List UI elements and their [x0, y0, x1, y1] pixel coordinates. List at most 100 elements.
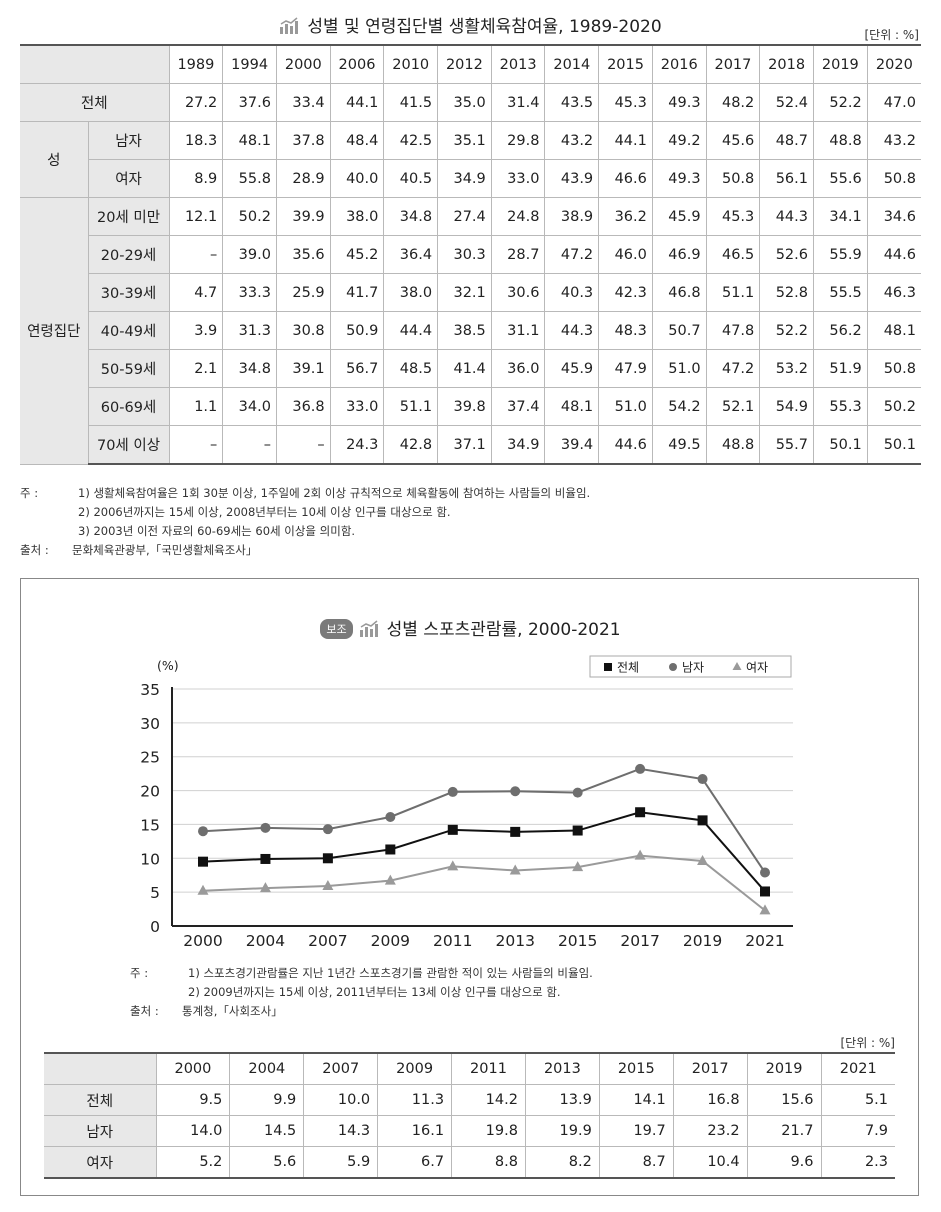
- table-cell: 40.5: [383, 159, 439, 198]
- table-cell: 46.8: [651, 273, 707, 312]
- x-tick-label: 2011: [433, 932, 472, 950]
- note-key: 주 :: [130, 966, 149, 980]
- data-point-square: [447, 824, 458, 835]
- table-cell: 44.1: [598, 121, 653, 160]
- table-cell: –: [275, 425, 331, 465]
- x-tick-label: 2019: [683, 932, 722, 950]
- y-tick-label: 35: [140, 681, 160, 699]
- x-tick-label: 2015: [558, 932, 597, 950]
- year-header: 2015: [598, 44, 653, 84]
- note-text: 3) 2003년 이전 자료의 60-69세는 60세 이상을 의미함.: [78, 524, 356, 538]
- table-cell: 50.9: [329, 311, 385, 350]
- table-cell: 37.6: [222, 83, 277, 122]
- data-point-circle: [447, 786, 458, 797]
- table-cell: 48.1: [222, 121, 277, 160]
- table-cell: 56.2: [812, 311, 868, 350]
- header-row: 1989 1994 2000 2006 2010 2012 2013 2014 2015 2016…: [20, 44, 921, 84]
- table-cell: 42.3: [598, 273, 653, 312]
- table-cell: 24.8: [490, 197, 546, 236]
- data-point-circle: [697, 774, 708, 785]
- table-cell: 40.0: [329, 159, 385, 198]
- x-tick-label: 2007: [308, 932, 347, 950]
- table-cell: 50.2: [866, 387, 921, 426]
- note-line: 3) 2003년 이전 자료의 60-69세는 60세 이상을 의미함.: [20, 522, 590, 541]
- bar-chart-icon: [279, 17, 301, 40]
- series-line-여자: [202, 854, 766, 912]
- table-cell: 55.5: [812, 273, 868, 312]
- table-cell: 9.9: [229, 1084, 305, 1116]
- table-row: 30-39세 4.7 33.3 25.9 41.7 38.0 32.1 30.6 40.3 42.…: [20, 273, 921, 312]
- table-cell: 36.4: [383, 235, 439, 274]
- table-cell: 52.2: [812, 83, 868, 122]
- table-cell: 5.9: [303, 1146, 379, 1179]
- year-header: 2021: [820, 1052, 895, 1085]
- data-point-triangle: [384, 874, 396, 885]
- table-cell: 31.3: [222, 311, 277, 350]
- table-cell: 33.4: [275, 83, 331, 122]
- spectator-table: 2000 2004 2007 2009 2011 2013 2015 2017 2019 2021…: [44, 1052, 895, 1179]
- group-label-sex: 성: [20, 121, 89, 198]
- table-cell: 8.7: [598, 1146, 674, 1179]
- table-cell: 50.8: [705, 159, 761, 198]
- table-row: 50-59세 2.1 34.8 39.1 56.7 48.5 41.4 36.0 45.9 47.…: [20, 349, 921, 388]
- table-cell: 45.6: [705, 121, 761, 160]
- table-cell: 48.1: [866, 311, 921, 350]
- table-cell: 8.2: [524, 1146, 600, 1179]
- table-cell: 16.1: [377, 1115, 453, 1147]
- table-cell: 34.9: [437, 159, 492, 198]
- x-tick-label: 2021: [745, 932, 784, 950]
- table-cell: 46.9: [651, 235, 707, 274]
- table-cell: 41.7: [329, 273, 385, 312]
- table-cell: 36.0: [490, 349, 546, 388]
- data-point-square: [322, 853, 333, 864]
- table-cell: 48.8: [705, 425, 761, 465]
- year-header: 2007: [303, 1052, 379, 1085]
- data-point-circle: [198, 826, 208, 837]
- data-point-circle: [635, 763, 646, 774]
- table-row: 전체 9.5 9.9 10.0 11.3 14.2 13.9 14.1 16.8 15.6 5.1: [44, 1084, 895, 1116]
- table-cell: 48.5: [383, 349, 439, 388]
- table-cell: 44.3: [544, 311, 600, 350]
- table-cell: 48.3: [598, 311, 653, 350]
- chart-title-text: 성별 스포츠관람률, 2000-2021: [386, 620, 621, 640]
- y-tick-label: 10: [140, 850, 160, 868]
- table-cell: 50.8: [866, 159, 921, 198]
- table-cell: 56.1: [759, 159, 814, 198]
- table-cell: 44.6: [866, 235, 921, 274]
- data-point-circle: [760, 867, 770, 878]
- table-cell: 42.8: [383, 425, 439, 465]
- table-cell: 2.1: [168, 349, 224, 388]
- x-tick-label: 2017: [620, 932, 659, 950]
- row-label: 70세 이상: [88, 425, 170, 465]
- table-cell: 15.6: [746, 1084, 822, 1116]
- year-header: 2017: [705, 44, 761, 84]
- table-cell: 52.6: [759, 235, 814, 274]
- table-cell: 7.9: [820, 1115, 895, 1147]
- table-cell: 46.3: [866, 273, 921, 312]
- chart-notes: 주 : 1) 스포츠경기관람률은 지난 1년간 스포츠경기를 관람한 적이 있는 …: [130, 964, 593, 1021]
- table-cell: 51.9: [812, 349, 868, 388]
- table-cell: 41.4: [437, 349, 492, 388]
- table-cell: 10.0: [303, 1084, 379, 1116]
- source-text: 문화체육관광부,「국민생활체육조사」: [72, 543, 258, 557]
- header-corner: [20, 44, 170, 84]
- table-row: 여자 8.9 55.8 28.9 40.0 40.5 34.9 33.0 43.9 46.6 49.…: [20, 159, 921, 198]
- x-tick-label: 2004: [246, 932, 285, 950]
- main-table-unit: [단위 : %]: [864, 28, 919, 42]
- data-point-square: [572, 825, 583, 836]
- year-header: 2014: [544, 44, 600, 84]
- note-key: 주 :: [20, 486, 39, 500]
- note-line: 2) 2006년까지는 15세 이상, 2008년부터는 10세 이상 인구를 …: [20, 503, 590, 522]
- note-line: 주 : 1) 생활체육참여율은 1회 30분 이상, 1주일에 2회 이상 규칙적…: [20, 484, 590, 503]
- row-label: 20세 미만: [87, 197, 170, 236]
- table-cell: 14.1: [598, 1084, 674, 1116]
- year-header: 2019: [746, 1052, 822, 1085]
- table-cell: 50.1: [866, 425, 921, 465]
- table-cell: 34.6: [866, 197, 921, 236]
- table-cell: 30.8: [275, 311, 331, 350]
- table-cell: 36.8: [275, 387, 331, 426]
- table-cell: 27.2: [168, 83, 224, 122]
- table-cell: 29.8: [490, 121, 546, 160]
- data-point-triangle: [447, 860, 459, 871]
- year-header: 2011: [451, 1052, 526, 1085]
